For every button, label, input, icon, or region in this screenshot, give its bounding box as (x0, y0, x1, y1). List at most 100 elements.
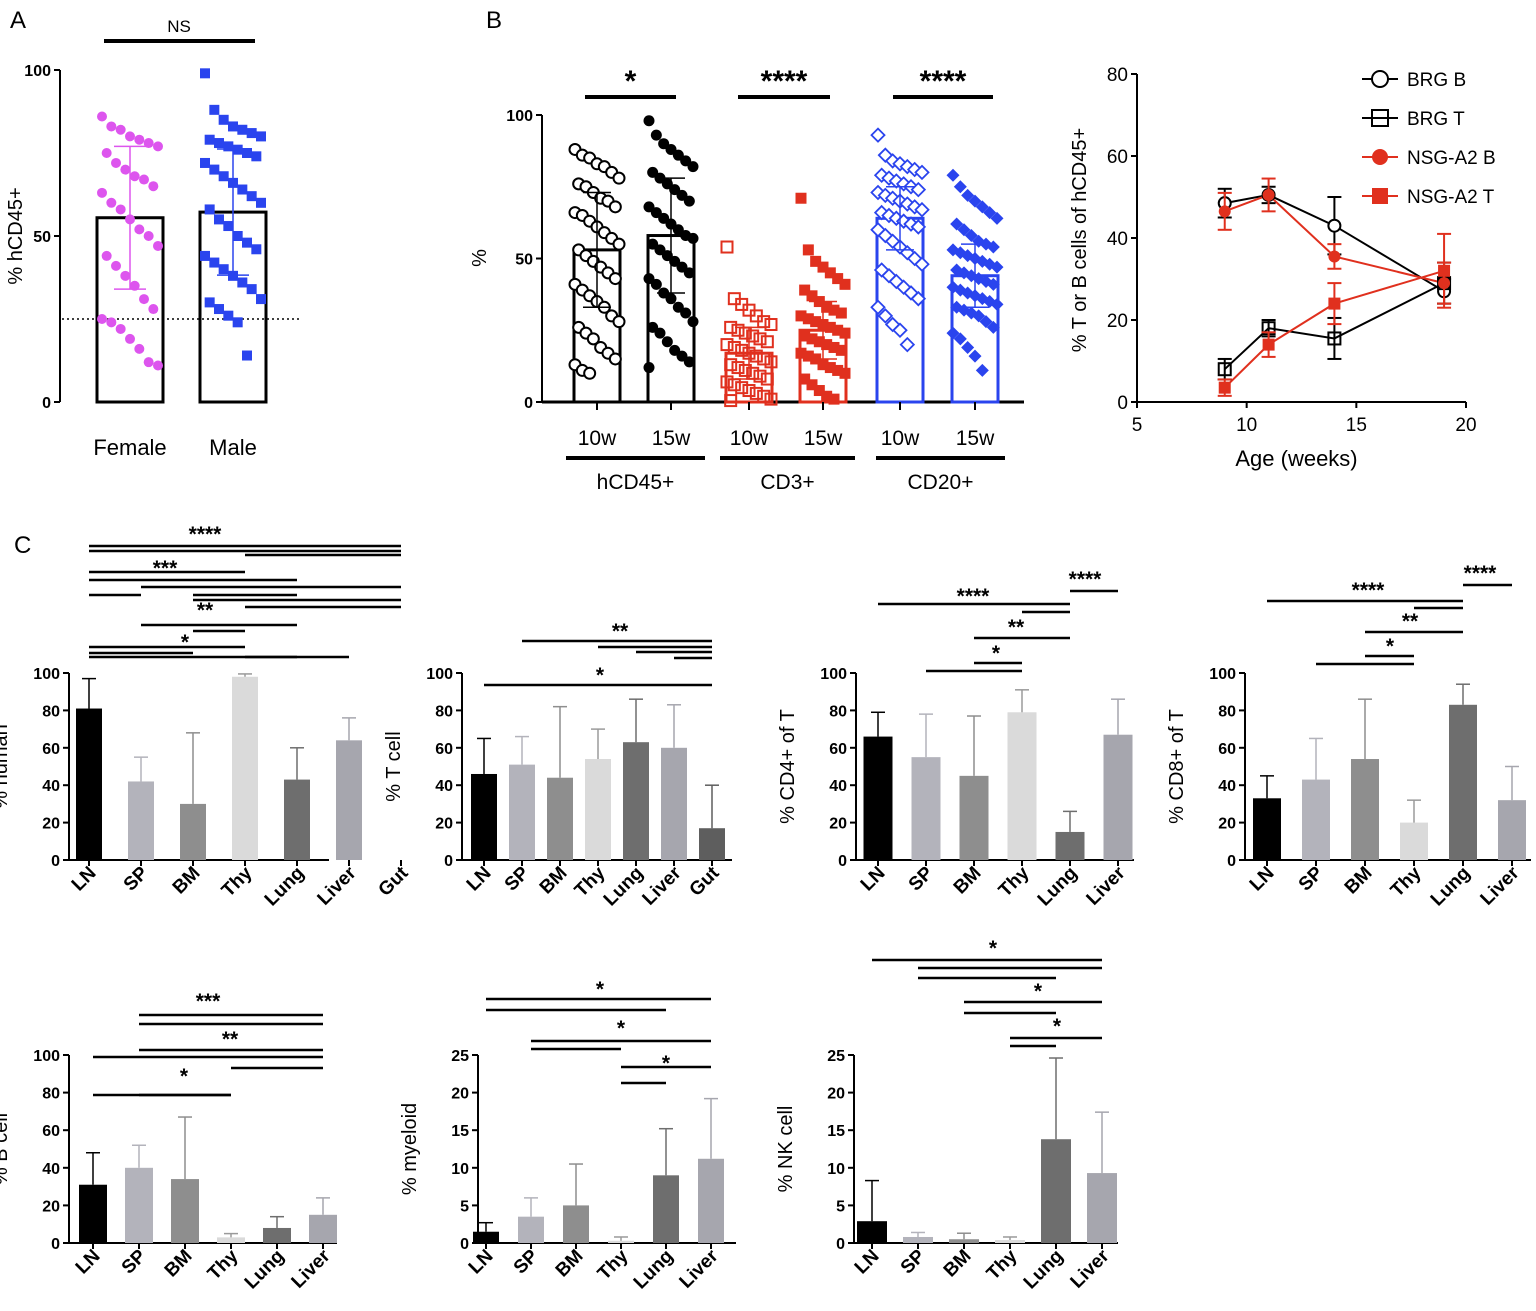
y-tick-label: 60 (42, 1123, 60, 1140)
x-category-label: Liver (1477, 862, 1524, 909)
data-point (810, 255, 822, 267)
data-point (986, 277, 1000, 291)
data-point (125, 131, 135, 142)
data-point (643, 115, 655, 127)
bar (699, 828, 725, 860)
data-point (764, 318, 778, 332)
bar (1041, 1139, 1071, 1243)
y-axis-title: % (469, 249, 491, 267)
x-category-label: Liver (639, 862, 686, 909)
x-category-label: Liver (1067, 1245, 1114, 1292)
data-point (1371, 70, 1389, 88)
significance-label: ** (1008, 616, 1025, 639)
x-tick-label: 5 (1132, 415, 1143, 436)
bar (1400, 822, 1428, 860)
data-point (753, 332, 767, 346)
data-point (953, 332, 967, 346)
data-point (214, 138, 224, 149)
data-point (246, 284, 257, 295)
x-category-label: Liver (1083, 862, 1130, 909)
data-point (143, 231, 154, 241)
data-point (839, 327, 851, 339)
y-tick-label: 15 (451, 1123, 469, 1140)
y-tick-label: 60 (1218, 741, 1236, 758)
x-category-label: Male (209, 435, 257, 460)
x-category-label: Lung (1427, 863, 1475, 911)
data-point (821, 390, 833, 402)
data-point (129, 171, 140, 182)
bar (547, 777, 573, 860)
data-point (200, 68, 210, 79)
data-point (111, 157, 121, 168)
data-point (914, 164, 930, 181)
data-point (586, 332, 600, 346)
y-tick-label: 20 (42, 1198, 60, 1215)
data-point (218, 114, 229, 125)
data-point (749, 349, 763, 363)
y-tick-label: 100 (426, 666, 453, 683)
data-point (757, 315, 771, 329)
bar (180, 803, 206, 860)
y-tick-label: 0 (460, 1236, 469, 1253)
data-point (237, 184, 248, 195)
y-tick-label: 40 (42, 778, 60, 795)
data-point (1217, 362, 1232, 377)
data-point (687, 161, 699, 173)
x-category-label: LN (1246, 863, 1279, 896)
data-point (799, 373, 811, 385)
data-point (218, 264, 229, 275)
y-tick-label: 0 (444, 853, 453, 870)
y-tick-label: 0 (51, 853, 60, 870)
x-tick-label: 15 (1346, 415, 1367, 436)
data-point (828, 304, 840, 316)
x-category-label: Liver (676, 1245, 723, 1292)
significance-label: **** (189, 523, 223, 546)
data-point (256, 131, 266, 142)
y-tick-label: 20 (1218, 816, 1236, 833)
data-point (223, 141, 234, 152)
data-point (608, 272, 622, 286)
bar (585, 759, 611, 860)
data-point (753, 369, 767, 383)
data-point (946, 326, 960, 340)
data-point (612, 315, 626, 329)
x-category-label: Thy (983, 1245, 1022, 1284)
bar (1055, 831, 1085, 860)
data-point (153, 240, 163, 251)
x-category-label: Thy (1387, 862, 1426, 901)
x-category-label: 10w (730, 427, 769, 450)
x-category-label: LN (465, 1246, 498, 1279)
panel-label-b: B (486, 7, 502, 34)
x-category-label: Lung (630, 1246, 678, 1294)
data-point (821, 301, 833, 313)
data-point (115, 323, 126, 334)
significance-label: * (1386, 635, 1395, 658)
y-axis-title: % human (0, 724, 12, 809)
data-point (806, 379, 818, 391)
data-point (153, 360, 163, 371)
data-point (1262, 338, 1275, 351)
data-point (910, 219, 927, 235)
bar (661, 747, 687, 860)
data-point (120, 270, 131, 281)
data-point (802, 313, 814, 325)
data-point (1218, 381, 1231, 394)
y-tick-label: 20 (435, 816, 453, 833)
y-tick-label: 0 (524, 395, 533, 412)
panel-label-a: A (10, 7, 26, 34)
data-point (1372, 188, 1388, 204)
y-tick-label: 40 (829, 778, 847, 795)
bar (949, 1239, 979, 1243)
data-point (148, 304, 159, 315)
data-point (731, 323, 745, 337)
data-point (828, 341, 840, 353)
data-point (975, 200, 989, 214)
data-point (242, 148, 252, 158)
significance-label: **** (761, 65, 808, 98)
data-point (946, 168, 960, 182)
y-axis-title: % hCD45+ (5, 187, 27, 284)
bar (863, 736, 893, 860)
series-line (1224, 193, 1445, 285)
data-point (899, 336, 916, 353)
data-point (950, 217, 964, 231)
